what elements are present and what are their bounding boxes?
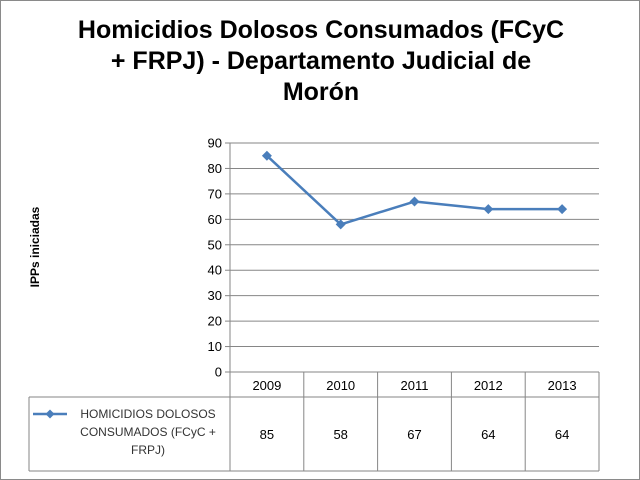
table-value: 85 (260, 427, 274, 442)
y-tick-label: 30 (208, 288, 222, 303)
data-point (557, 204, 568, 215)
y-tick-label: 20 (208, 314, 222, 329)
chart-title-line-1: Homicidios Dolosos Consumados (FCyC (77, 16, 565, 44)
data-point (483, 204, 494, 215)
y-tick-label: 50 (208, 237, 222, 252)
x-tick-label: 2011 (401, 378, 429, 393)
table-value: 67 (407, 427, 421, 442)
legend-label: FRPJ) (131, 443, 165, 457)
x-tick-label: 2009 (252, 378, 281, 393)
chart-title-line-3: Morón (282, 78, 360, 106)
legend-label: HOMICIDIOS DOLOSOS (80, 407, 215, 421)
data-point (335, 219, 346, 230)
y-tick-label: 40 (208, 263, 222, 278)
table-value: 64 (481, 427, 495, 442)
table-value: 64 (555, 427, 569, 442)
x-tick-label: 2012 (474, 378, 503, 393)
x-tick-label: 2013 (548, 378, 577, 393)
data-point (409, 196, 420, 207)
y-tick-label: 60 (208, 212, 222, 227)
data-point (261, 150, 272, 161)
y-tick-label: 0 (215, 365, 222, 380)
chart-title-line-2: + FRPJ) - Departamento Judicial de (110, 47, 532, 75)
legend-marker (45, 409, 55, 419)
y-tick-label: 70 (208, 186, 222, 201)
y-tick-label: 80 (208, 161, 222, 176)
x-tick-label: 2010 (326, 378, 355, 393)
series-line (266, 154, 563, 226)
chart-title: Homicidios Dolosos Consumados (FCyC + FR… (61, 15, 581, 108)
legend-label: CONSUMADOS (FCyC + (80, 425, 216, 439)
table-value: 58 (333, 427, 347, 442)
y-tick-label: 90 (208, 136, 222, 151)
y-tick-label: 10 (208, 339, 222, 354)
